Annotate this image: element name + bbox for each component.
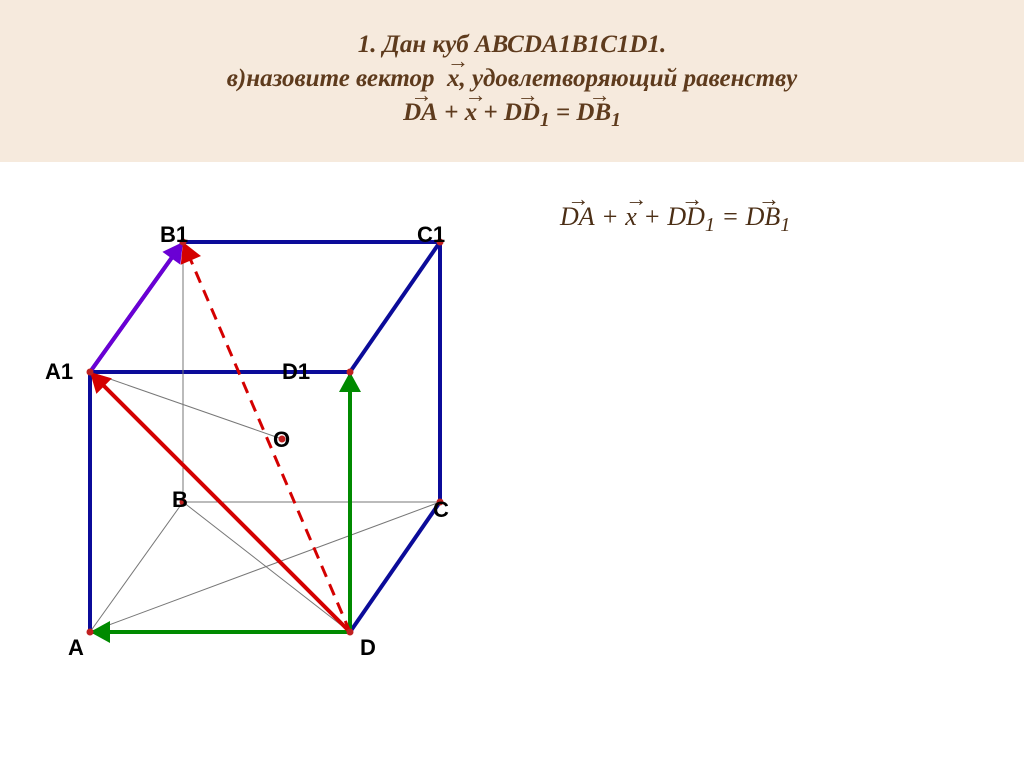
main-equation: DA + x + DD1 = DB1 [560, 202, 790, 682]
content-row: B1 C1 A1 D1 O B C A D DA + x + DD1 = DB1 [0, 162, 1024, 682]
header-line3: DA + x + DD1 = DB1 [0, 96, 1024, 134]
vertex-label-B: B [172, 487, 188, 513]
vertex-label-D1: D1 [282, 359, 310, 385]
vertex-label-B1: B1 [160, 222, 188, 248]
problem-header: 1. Дан куб АВСDА1В1С1D1. в)назовите вект… [0, 0, 1024, 162]
vertex-label-D: D [360, 635, 376, 661]
vertex-label-A1: A1 [45, 359, 73, 385]
vertex-label-O: O [273, 427, 290, 453]
vertex-label-C1: C1 [417, 222, 445, 248]
cube-svg [0, 162, 530, 682]
header-line1: 1. Дан куб АВСDА1В1С1D1. [0, 28, 1024, 62]
vertex-label-A: A [68, 635, 84, 661]
vertex-label-C: C [433, 497, 449, 523]
cube-diagram: B1 C1 A1 D1 O B C A D [0, 162, 530, 682]
